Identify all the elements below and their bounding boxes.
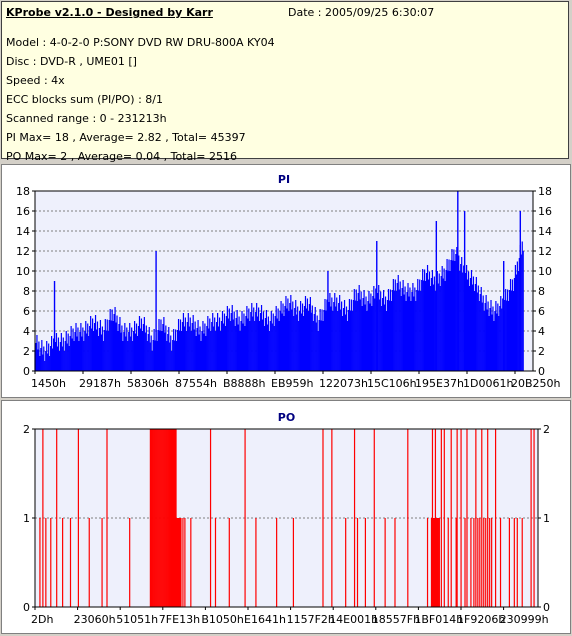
chart-title: PI: [278, 173, 290, 186]
y-tick-label-right: 2: [538, 345, 545, 358]
x-tick-label: 2Dh: [31, 613, 53, 626]
y-tick-label-left: 2: [23, 345, 30, 358]
y-tick-label-right: 6: [538, 305, 545, 318]
plot-frame: [34, 428, 539, 608]
y-tick-label-right: 8: [538, 285, 545, 298]
x-tick-label: 1450h: [31, 377, 66, 390]
y-tick-label-right: 0: [543, 601, 550, 614]
disc-line: Disc : DVD-R , UME01 []: [6, 55, 137, 68]
y-tick-label-right: 4: [538, 325, 545, 338]
x-tick-label: 1D0061h: [463, 377, 513, 390]
y-tick-label-left: 4: [23, 325, 30, 338]
y-tick-label-right: 10: [538, 265, 552, 278]
x-tick-label: 14E001h: [329, 613, 378, 626]
x-tick-label: 7FE13h: [159, 613, 200, 626]
po-stats-line: PO Max= 2 , Average= 0.04 , Total= 2516: [6, 150, 237, 163]
model-line: Model : 4-0-2-0 P:SONY DVD RW DRU-800A K…: [6, 36, 275, 49]
x-tick-label: 29187h: [79, 377, 121, 390]
pi-chart-panel: PI 0 0 2 2 4 4 6 6 8 8 10 10 12 12 14 14 16 16 18 18 1450h 291…: [1, 164, 571, 398]
x-tick-label: B8888h: [223, 377, 266, 390]
y-tick-label-right: 0: [538, 365, 545, 378]
y-tick-label-right: 2: [543, 423, 550, 436]
pi-chart: PI 0 0 2 2 4 4 6 6 8 8 10 10 12 12 14 14 16 16 18 18 1450h 291…: [16, 173, 561, 390]
y-tick-label-right: 14: [538, 225, 552, 238]
y-tick-label-right: 12: [538, 245, 552, 258]
y-tick-label-left: 14: [16, 225, 30, 238]
x-tick-label: EB959h: [271, 377, 313, 390]
y-tick-label-right: 1: [543, 512, 550, 525]
y-tick-label-left: 1: [23, 512, 30, 525]
y-tick-label-left: 0: [23, 365, 30, 378]
y-tick-label-left: 16: [16, 205, 30, 218]
plot-frame: [34, 190, 534, 372]
y-tick-label-right: 18: [538, 185, 552, 198]
x-tick-label: 1F9206h: [457, 613, 505, 626]
plot-area: [34, 428, 539, 608]
y-tick-label-right: 16: [538, 205, 552, 218]
ecc-sum-line: ECC blocks sum (PI/PO) : 8/1: [6, 93, 163, 106]
chart-title: PO: [278, 411, 295, 424]
x-tick-label: 1BF014h: [414, 613, 463, 626]
po-chart-panel: PO 0 0 1 1 2 2 2Dh 23060h 51051h 7FE13h B1050h E1641…: [1, 400, 571, 634]
x-tick-label: E1641h: [244, 613, 286, 626]
po-chart: PO 0 0 1 1 2 2 2Dh 23060h 51051h 7FE13h B1050h E1641…: [23, 411, 550, 626]
x-tick-label: 51051h: [116, 613, 158, 626]
scanned-range-line: Scanned range : 0 - 231213h: [6, 112, 167, 125]
x-tick-label: 122073h: [319, 377, 368, 390]
x-tick-label: 195E37h: [415, 377, 464, 390]
y-tick-label-left: 2: [23, 423, 30, 436]
y-tick-label-left: 8: [23, 285, 30, 298]
y-tick-label-left: 12: [16, 245, 30, 258]
x-tick-label: 15C106h: [367, 377, 417, 390]
x-tick-label: 20B250h: [511, 377, 561, 390]
x-tick-label: 23060h: [74, 613, 116, 626]
app-title: KProbe v2.1.0 - Designed by Karr: [6, 6, 213, 19]
y-tick-label-left: 0: [23, 601, 30, 614]
y-tick-label-left: 18: [16, 185, 30, 198]
scan-date: Date : 2005/09/25 6:30:07: [288, 6, 435, 19]
info-panel: KProbe v2.1.0 - Designed by Karr Date : …: [1, 1, 569, 163]
x-tick-label: 18557Fh: [372, 613, 420, 626]
x-tick-label: 230999h: [500, 613, 549, 626]
speed-line: Speed : 4x: [6, 74, 65, 87]
y-tick-label-left: 10: [16, 265, 30, 278]
x-tick-label: 1157F2h: [287, 613, 335, 626]
x-tick-label: 87554h: [175, 377, 217, 390]
x-tick-label: B1050h: [201, 613, 244, 626]
x-tick-label: 58306h: [127, 377, 169, 390]
y-tick-label-left: 6: [23, 305, 30, 318]
pi-stats-line: PI Max= 18 , Average= 2.82 , Total= 4539…: [6, 131, 246, 144]
